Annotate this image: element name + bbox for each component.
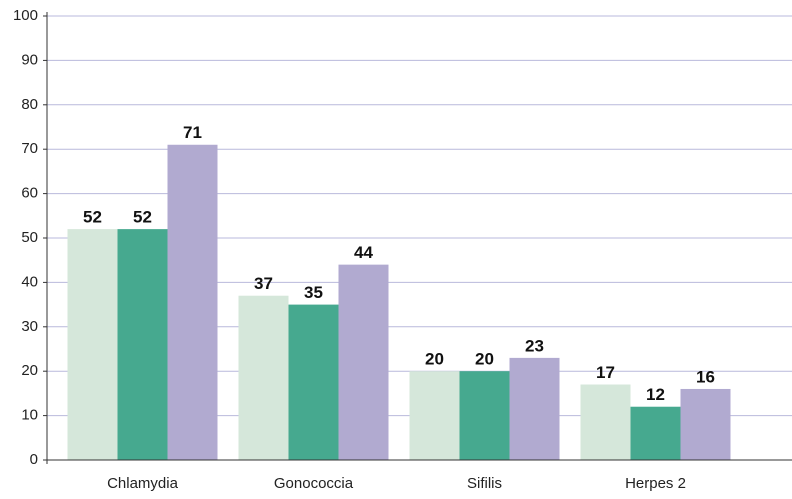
value-label: 35 (304, 283, 323, 302)
bar (509, 357, 560, 460)
x-tick-label: Sifilis (467, 475, 502, 492)
y-tick-label: 50 (21, 229, 38, 246)
bar (680, 388, 731, 460)
y-tick-label: 0 (30, 451, 38, 468)
bar (117, 229, 168, 460)
y-tick-label: 100 (13, 7, 38, 24)
value-label: 52 (83, 208, 102, 227)
y-tick-label: 10 (21, 407, 38, 424)
x-tick-label: Gonococcia (274, 475, 354, 492)
bar (409, 371, 460, 460)
x-tick-label: Chlamydia (107, 475, 179, 492)
x-tick-label: Herpes 2 (625, 475, 686, 492)
bar (630, 406, 681, 460)
y-tick-label: 60 (21, 185, 38, 202)
bar (580, 384, 631, 460)
value-label: 17 (596, 363, 615, 382)
value-label: 20 (425, 350, 444, 369)
y-tick-label: 90 (21, 51, 38, 68)
y-tick-label: 20 (21, 362, 38, 379)
bar (167, 144, 218, 460)
value-label: 37 (254, 274, 273, 293)
y-tick-label: 70 (21, 140, 38, 157)
bar (338, 264, 389, 460)
bar (459, 371, 510, 460)
value-label: 16 (696, 367, 715, 386)
bar (67, 229, 118, 460)
y-tick-label: 40 (21, 273, 38, 290)
value-label: 20 (475, 350, 494, 369)
value-label: 23 (525, 336, 544, 355)
value-label: 71 (183, 123, 202, 142)
value-label: 52 (133, 208, 152, 227)
bar (288, 304, 339, 460)
value-label: 12 (646, 385, 665, 404)
y-tick-label: 30 (21, 318, 38, 335)
y-tick-label: 80 (21, 96, 38, 113)
bar (238, 295, 289, 460)
value-label: 44 (354, 243, 373, 262)
